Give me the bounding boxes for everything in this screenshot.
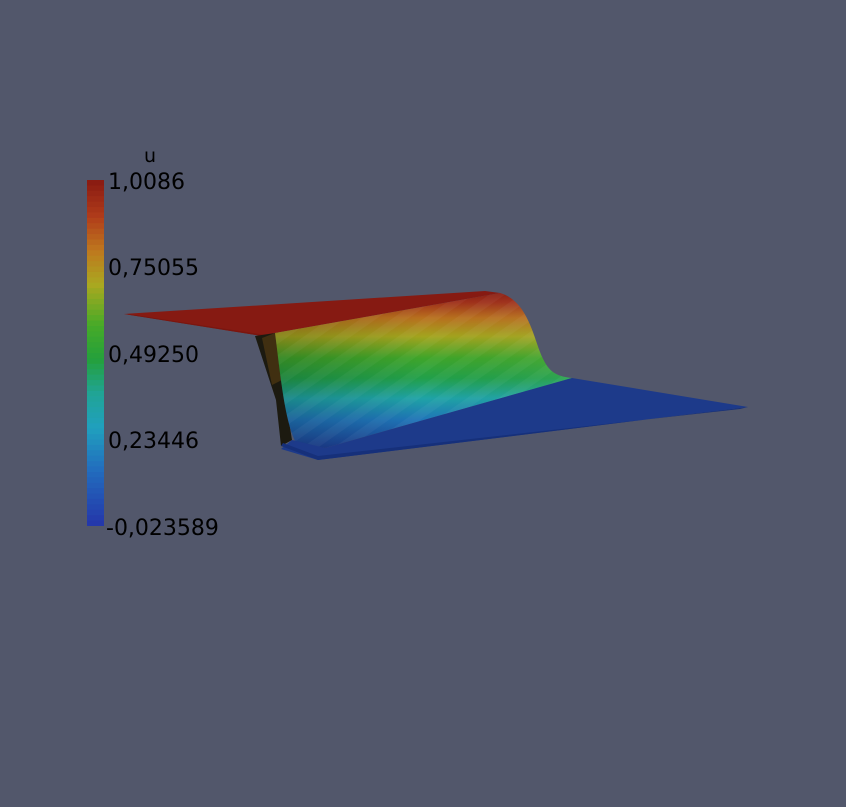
scalar-bar-band — [87, 520, 104, 526]
plateau-front-edge — [124, 314, 272, 336]
scalar-bar-band — [87, 498, 104, 505]
scalar-bar-band — [87, 320, 104, 327]
scalar-bar-band — [87, 309, 104, 316]
scalar-bar-title: u — [144, 145, 157, 167]
scalar-bar-band — [87, 223, 104, 230]
scalar-bar-band — [87, 342, 104, 349]
scalar-bar-band — [87, 396, 104, 403]
scalar-bar-band — [87, 261, 104, 268]
shadow-wall-highlight — [262, 333, 282, 385]
scalar-bar-band — [87, 288, 104, 295]
scalar-bar-band — [87, 250, 104, 257]
scalar-bar-band — [87, 282, 104, 289]
scalar-bar-label-max: 1,0086 — [108, 170, 185, 195]
scalar-bar — [87, 180, 104, 526]
scalar-bar-band — [87, 347, 104, 354]
scalar-bar-band — [87, 466, 104, 473]
scalar-bar-band — [87, 461, 104, 468]
step-ramp-stripes — [275, 293, 572, 448]
scalar-bar-band — [87, 255, 104, 262]
scalar-bar-band — [87, 380, 104, 387]
scalar-bar-band — [87, 315, 104, 322]
low-plateau — [281, 378, 748, 460]
scalar-bar-band — [87, 271, 104, 278]
scalar-bar-band — [87, 455, 104, 462]
scalar-bar-band — [87, 439, 104, 446]
scalar-bar-band — [87, 401, 104, 408]
scalar-bar-band — [87, 293, 104, 300]
scalar-bar-band — [87, 385, 104, 392]
scalar-bar-band — [87, 417, 104, 424]
scalar-bar-band — [87, 374, 104, 381]
scalar-bar-band — [87, 434, 104, 441]
scalar-bar-band — [87, 228, 104, 235]
scalar-bar-band — [87, 266, 104, 273]
shadow-wall — [255, 333, 292, 446]
scalar-bar-band — [87, 180, 104, 187]
scalar-bar-band — [87, 482, 104, 489]
scalar-bar-band — [87, 244, 104, 251]
scalar-bar-band — [87, 201, 104, 208]
scalar-bar-label: 0,75055 — [108, 256, 199, 281]
scalar-bar-band — [87, 428, 104, 435]
scalar-bar-band — [87, 363, 104, 370]
scalar-bar-band — [87, 509, 104, 516]
scalar-bar-band — [87, 412, 104, 419]
scalar-bar-label: 0,23446 — [108, 429, 199, 454]
scalar-bar-band — [87, 504, 104, 511]
scalar-bar-band — [87, 196, 104, 203]
scalar-bar-band — [87, 239, 104, 246]
scalar-bar-band — [87, 515, 104, 522]
scalar-bar-band — [87, 353, 104, 360]
scalar-bar-band — [87, 450, 104, 457]
scalar-bar-band — [87, 217, 104, 224]
scalar-bar-band — [87, 471, 104, 478]
scalar-bar-band — [87, 358, 104, 365]
scalar-bar-band — [87, 493, 104, 500]
scalar-bar-band — [87, 234, 104, 241]
scalar-bar-band — [87, 325, 104, 332]
scalar-bar-label-min: -0,023589 — [106, 516, 219, 541]
scalar-bar-band — [87, 212, 104, 219]
scalar-bar-band — [87, 407, 104, 414]
scalar-bar-band — [87, 369, 104, 376]
scalar-bar-band — [87, 423, 104, 430]
scalar-bar-band — [87, 298, 104, 305]
scalar-bar-band — [87, 185, 104, 192]
scalar-bar-label: 0,49250 — [108, 343, 199, 368]
scalar-bar-band — [87, 390, 104, 397]
scalar-bar-band — [87, 190, 104, 197]
scalar-bar-band — [87, 336, 104, 343]
scalar-bar-band — [87, 277, 104, 284]
scalar-bar-band — [87, 207, 104, 214]
scalar-bar-band — [87, 444, 104, 451]
scalar-bar-band — [87, 304, 104, 311]
scalar-bar-band — [87, 331, 104, 338]
scalar-bar-band — [87, 477, 104, 484]
scalar-bar-band — [87, 488, 104, 495]
high-plateau — [124, 291, 500, 336]
